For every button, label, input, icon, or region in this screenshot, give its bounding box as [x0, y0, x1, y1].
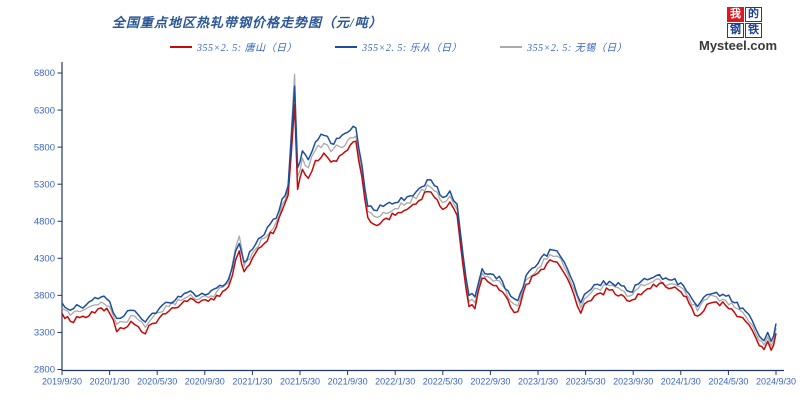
- legend-line-swatch: [500, 45, 523, 48]
- legend-item-wuxi: 355×2. 5: 无锡（日）: [500, 39, 627, 54]
- x-tick-label: 2022/9/30: [470, 377, 510, 387]
- legend-line-swatch: [335, 45, 358, 48]
- series-line-wuxi: [61, 73, 777, 347]
- x-tick-label: 2023/1/30: [518, 377, 558, 387]
- x-tick-label: 2021/9/30: [328, 377, 368, 387]
- x-tick-label: 2024/9/30: [756, 377, 796, 387]
- y-tick-label: 6800: [34, 68, 55, 79]
- logo-char-wo: 我: [727, 7, 744, 22]
- legend-label: 355×2. 5: 无锡（日）: [527, 43, 628, 54]
- y-tick-label: 5800: [34, 142, 55, 153]
- mysteel-logo-grid: 我 的 钢 铁: [727, 7, 762, 38]
- mysteel-domain-text: Mysteel.com: [699, 38, 778, 53]
- x-tick-label: 2024/5/30: [708, 377, 748, 387]
- y-tick-label: 5300: [34, 179, 55, 190]
- logo-char-tie: 铁: [745, 23, 762, 38]
- legend-label: 355×2. 5: 乐从（日）: [362, 43, 463, 54]
- x-tick-label: 2022/1/30: [375, 377, 415, 387]
- legend-item-tangshan: 355×2. 5: 唐山（日）: [170, 39, 297, 54]
- legend-line-swatch: [170, 45, 192, 48]
- x-tick-label: 2021/5/30: [280, 377, 320, 387]
- legend-item-lecong: 355×2. 5: 乐从（日）: [335, 39, 462, 54]
- logo-char-de: 的: [745, 7, 762, 22]
- y-tick-label: 6300: [34, 105, 55, 116]
- series-line-lecong: [61, 85, 777, 343]
- legend-label: 355×2. 5: 唐山（日）: [197, 43, 298, 54]
- y-tick-label: 4300: [34, 254, 55, 265]
- series-line-tangshan: [61, 103, 777, 351]
- x-tick-label: 2024/1/30: [661, 377, 701, 387]
- logo-char-gang: 钢: [727, 23, 744, 38]
- x-tick-label: 2023/9/30: [613, 377, 653, 387]
- y-tick-label: 3300: [34, 328, 55, 339]
- x-tick-label: 2020/1/30: [90, 377, 130, 387]
- y-tick-label: 3800: [34, 291, 55, 302]
- y-tick-label: 4800: [34, 216, 55, 227]
- x-tick-label: 2021/1/30: [232, 377, 272, 387]
- x-tick-label: 2023/5/30: [566, 377, 606, 387]
- page-title: 全国重点地区热轧带钢价格走势图（元/吨）: [112, 15, 383, 30]
- x-tick-label: 2020/5/30: [137, 377, 177, 387]
- x-tick-label: 2022/5/30: [423, 377, 463, 387]
- y-tick-label: 2800: [34, 365, 55, 376]
- chart-legend: 355×2. 5: 唐山（日） 355×2. 5: 乐从（日） 355×2. 5: …: [170, 39, 627, 54]
- x-tick-label: 2020/9/30: [185, 377, 225, 387]
- x-tick-label: 2019/9/30: [42, 377, 82, 387]
